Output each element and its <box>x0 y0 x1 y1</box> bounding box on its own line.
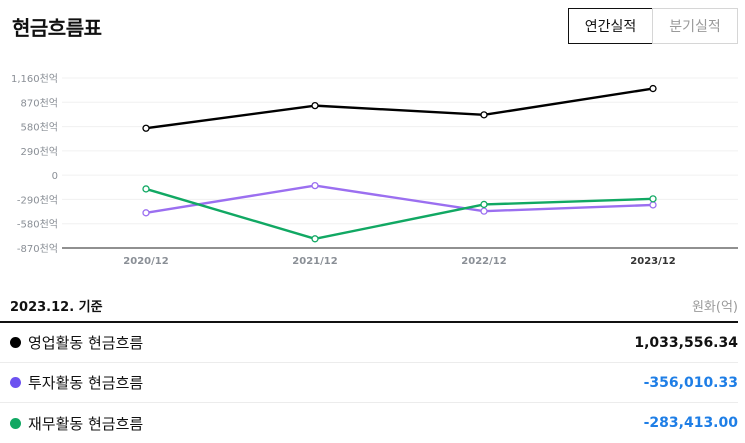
cash-flow-line-chart: 1,160천억 870천억 580천억 290천억 0 -290천억 -580천억 -870천… <box>11 73 738 267</box>
y-tick-label: 580천억 <box>21 122 59 134</box>
x-tick-label: 2022/12 <box>461 256 506 267</box>
legend-row-financing: 재무활동 현금흐름 -283,413.00 <box>0 403 738 443</box>
y-tick-label: 0 <box>52 171 58 182</box>
series-point-0 <box>649 84 657 93</box>
series-point-1 <box>142 209 150 217</box>
legend-value: -356,010.33 <box>643 374 738 391</box>
x-tick-label: 2020/12 <box>123 256 168 267</box>
financing-dot-icon <box>10 417 21 429</box>
series-point-0 <box>480 111 488 119</box>
series-point-0 <box>311 101 319 110</box>
y-tick-label: -290천억 <box>17 194 58 206</box>
basis-date: 2023.12. 기준 <box>10 299 103 315</box>
legend-value: 1,033,556.34 <box>634 334 738 351</box>
x-tick-label: 2021/12 <box>292 256 337 267</box>
y-tick-label: 870천억 <box>21 97 59 109</box>
operating-dot-icon <box>10 337 21 348</box>
series-point-1 <box>649 201 657 209</box>
investing-dot-icon <box>10 377 21 388</box>
legend-row-investing: 투자활동 현금흐름 -356,010.33 <box>0 363 738 403</box>
series-point-2 <box>649 195 657 203</box>
series-point-1 <box>311 181 319 190</box>
tab-annual[interactable]: 연간실적 <box>568 8 653 44</box>
tab-quarterly[interactable]: 분기실적 <box>652 8 738 44</box>
legend-row-operating: 영업활동 현금흐름 1,033,556.34 <box>0 323 738 363</box>
series-line-2 <box>145 187 654 240</box>
series-point-2 <box>311 235 319 243</box>
unit-label: 원화(억) <box>691 299 738 315</box>
y-tick-label: -580천억 <box>17 219 58 231</box>
x-tick-label: 2023/12 <box>630 256 675 267</box>
y-tick-label: -870천억 <box>17 243 58 255</box>
y-tick-label: 290천억 <box>21 146 59 158</box>
series-point-1 <box>480 207 488 215</box>
y-tick-label: 1,160천억 <box>11 73 58 85</box>
series-line-1 <box>145 184 654 215</box>
series-point-0 <box>142 124 150 132</box>
legend-value: -283,413.00 <box>643 415 738 431</box>
legend-label: 재무활동 현금흐름 <box>28 414 144 433</box>
legend-label: 영업활동 현금흐름 <box>28 334 144 352</box>
series-point-2 <box>142 185 150 193</box>
page-title: 현금흐름표 <box>12 16 102 40</box>
series-line-0 <box>145 87 654 130</box>
divider <box>0 321 738 323</box>
legend-label: 투자활동 현금흐름 <box>28 374 144 392</box>
series-point-2 <box>480 200 488 209</box>
summary-header: 2023.12. 기준 원화(억) <box>10 294 738 316</box>
